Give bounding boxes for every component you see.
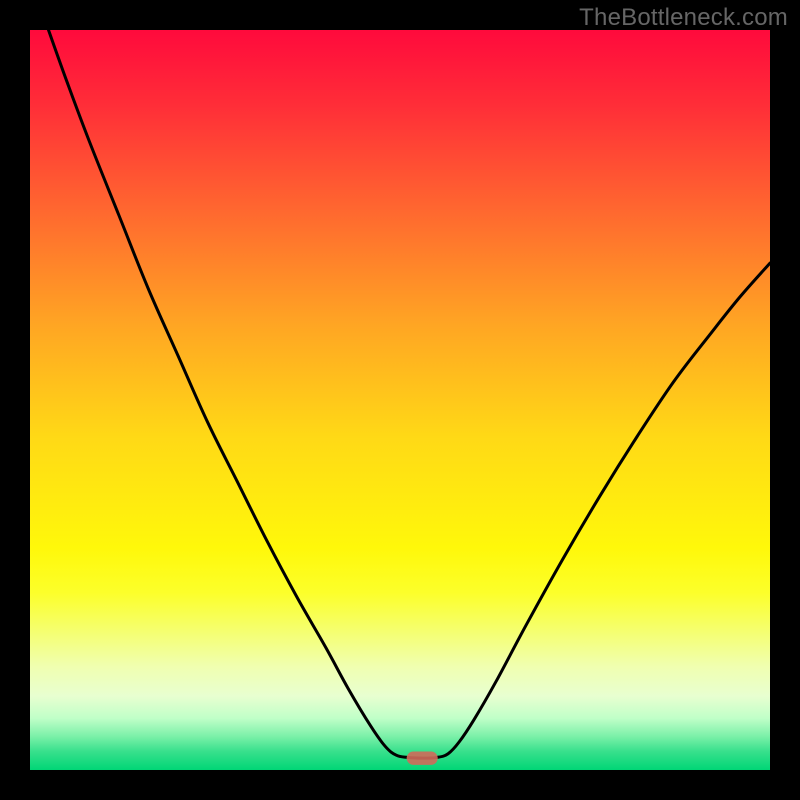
- plot-background: [30, 30, 770, 770]
- bottleneck-chart: [0, 0, 800, 800]
- chart-frame: { "watermark": "TheBottleneck.com", "wat…: [0, 0, 800, 800]
- minimum-marker: [407, 752, 438, 765]
- watermark-text: TheBottleneck.com: [579, 4, 788, 32]
